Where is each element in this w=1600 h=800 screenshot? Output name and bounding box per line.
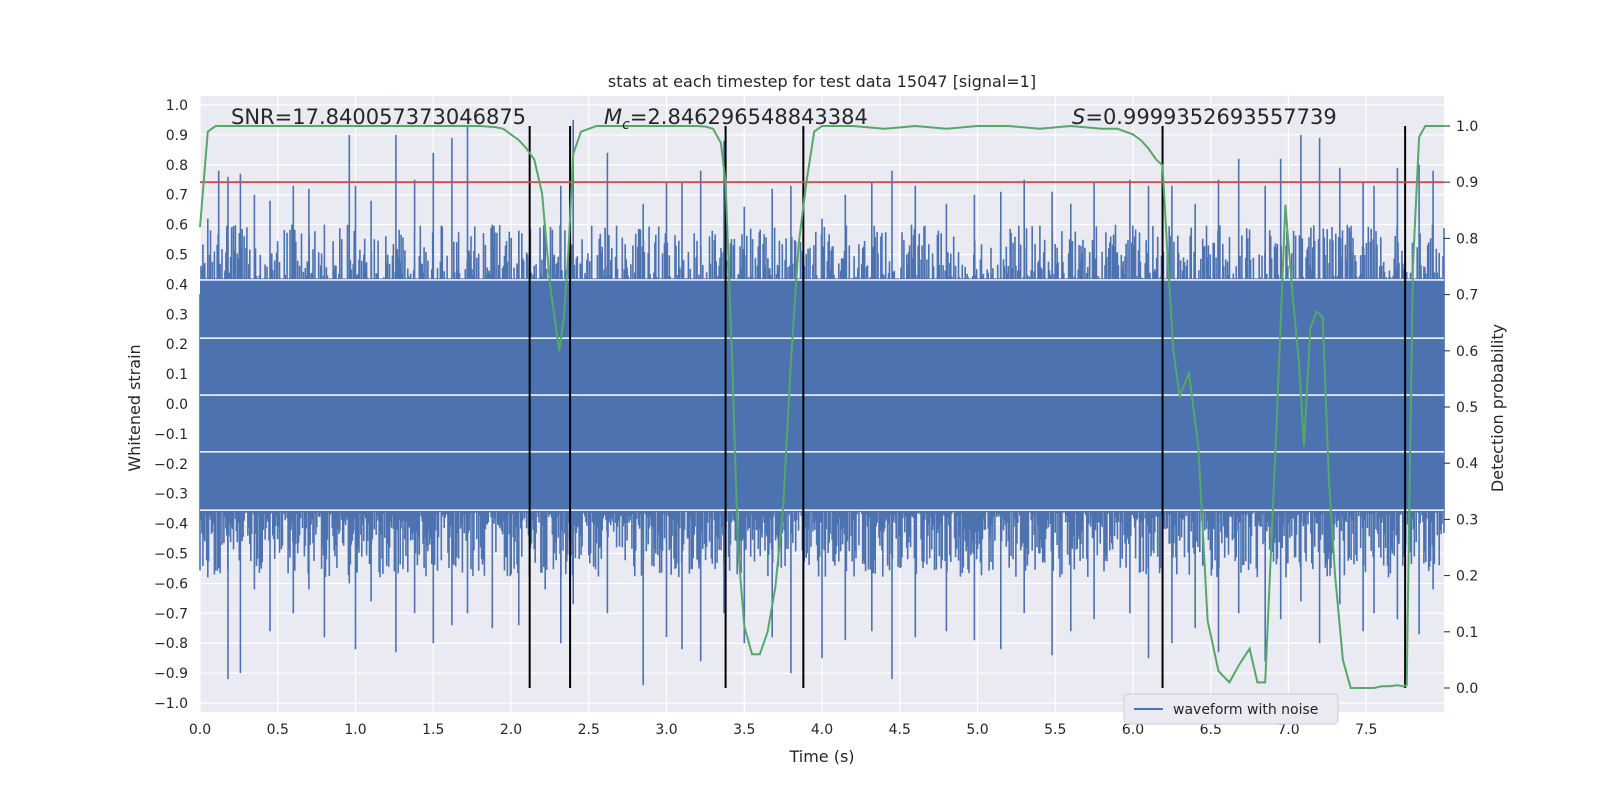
y-left-tick-label: 0.5 xyxy=(166,247,188,263)
s-symbol: S xyxy=(1072,105,1085,129)
x-tick-label: 5.0 xyxy=(966,722,988,738)
y-left-tick-label: 0.6 xyxy=(166,218,188,234)
snr-annotation: SNR=17.840057373046875 xyxy=(231,105,526,129)
y-left-tick-label: 0.8 xyxy=(166,158,188,174)
y-left-tick-label: 0.4 xyxy=(166,277,188,293)
y-left-tick-label: −0.5 xyxy=(154,547,188,563)
y-left-tick-label: 0.9 xyxy=(166,128,188,144)
y-right-tick-label: 0.8 xyxy=(1456,231,1478,247)
y-right-tick-label: 0.5 xyxy=(1456,400,1478,416)
y-right-tick-label: 0.1 xyxy=(1456,625,1478,641)
probability-line xyxy=(199,124,1444,689)
chart-title: stats at each timestep for test data 150… xyxy=(608,72,1036,91)
y-left-tick-label: 0.2 xyxy=(166,337,188,353)
x-tick-label: 0.5 xyxy=(267,722,289,738)
x-tick-label: 2.5 xyxy=(578,722,600,738)
y-left-tick-label: 0.3 xyxy=(166,307,188,323)
y-axis-right-ticks: 1.0 0.9 0.8 0.7 0.6 0.5 0.4 0.3 0.2 0.1 0.0 xyxy=(1444,119,1478,697)
y-axis-left-ticks: 1.0 0.9 0.8 0.7 0.6 0.5 0.4 0.3 0.2 0.1 0.0 −0.1 −0.… xyxy=(154,98,188,712)
x-tick-label: 1.5 xyxy=(422,722,444,738)
y-left-tick-label: 1.0 xyxy=(166,98,188,114)
y-left-tick-label: −0.8 xyxy=(154,636,188,652)
chirp-mass-symbol: M xyxy=(604,105,622,129)
x-tick-label: 7.5 xyxy=(1355,722,1377,738)
chirp-mass-value: =2.846296548843384 xyxy=(630,105,868,129)
x-tick-label: 5.5 xyxy=(1044,722,1066,738)
x-tick-label: 3.0 xyxy=(655,722,677,738)
probability-series xyxy=(199,124,1444,689)
chirp-mass-annotation: Mc=2.846296548843384 xyxy=(604,105,868,133)
s-annotation: S=0.9999352693557739 xyxy=(1072,105,1337,129)
chirp-mass-subscript: c xyxy=(622,117,630,133)
y-left-tick-label: −0.4 xyxy=(154,517,188,533)
y-right-tick-label: 0.2 xyxy=(1456,569,1478,585)
y-left-tick-label: 0.1 xyxy=(166,367,188,383)
x-tick-label: 4.5 xyxy=(889,722,911,738)
y-left-tick-label: −0.9 xyxy=(154,666,188,682)
s-value: =0.9999352693557739 xyxy=(1085,105,1336,129)
x-tick-label: 0.0 xyxy=(189,722,211,738)
y-left-tick-label: 0.0 xyxy=(166,397,188,413)
x-axis-label: Time (s) xyxy=(788,747,854,766)
waveform-line xyxy=(199,119,1445,686)
y-left-tick-label: −0.3 xyxy=(154,487,188,503)
x-tick-label: 6.5 xyxy=(1200,722,1222,738)
y-left-tick-label: −1.0 xyxy=(154,696,188,712)
y-left-tick-label: −0.7 xyxy=(154,606,188,622)
x-tick-label: 6.0 xyxy=(1122,722,1144,738)
y-right-tick-label: 1.0 xyxy=(1456,119,1478,135)
x-tick-label: 3.5 xyxy=(733,722,755,738)
legend-label: waveform with noise xyxy=(1173,702,1318,718)
y-axis-right-label: Detection probability xyxy=(1488,324,1507,492)
y-axis-left-label: Whitened strain xyxy=(125,344,144,471)
legend: waveform with noise xyxy=(1123,693,1339,725)
y-left-tick-label: −0.1 xyxy=(154,427,188,443)
y-left-tick-label: −0.2 xyxy=(154,457,188,473)
y-right-tick-label: 0.7 xyxy=(1456,288,1478,304)
y-right-tick-label: 0.6 xyxy=(1456,344,1478,360)
y-left-tick-label: −0.6 xyxy=(154,576,188,592)
y-right-tick-label: 0.4 xyxy=(1456,456,1478,472)
x-tick-label: 7.0 xyxy=(1277,722,1299,738)
y-right-tick-label: 0.0 xyxy=(1456,681,1478,697)
waveform-series xyxy=(199,119,1445,686)
x-axis-ticks: 0.0 0.5 1.0 1.5 2.0 2.5 3.0 3.5 4.0 4.5 5.0 5.5 6.0 6… xyxy=(189,722,1378,738)
y-right-tick-label: 0.3 xyxy=(1456,512,1478,528)
y-left-tick-label: 0.7 xyxy=(166,188,188,204)
y-right-tick-label: 0.9 xyxy=(1456,175,1478,191)
x-tick-label: 2.0 xyxy=(500,722,522,738)
x-tick-label: 4.0 xyxy=(811,722,833,738)
x-tick-label: 1.0 xyxy=(344,722,366,738)
legend-box xyxy=(1123,693,1339,725)
